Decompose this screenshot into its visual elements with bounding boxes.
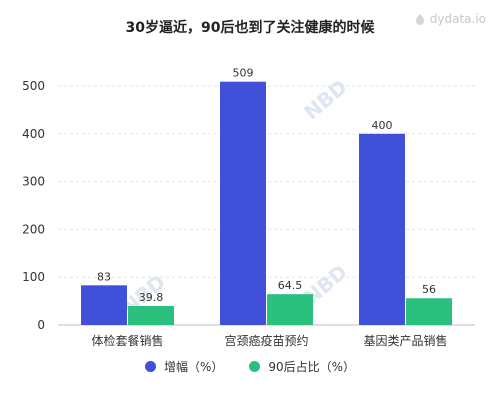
chart-title: 30岁逼近，90后也到了关注健康的时候 (125, 20, 375, 36)
gridlines (58, 85, 475, 326)
bar-increase[interactable] (81, 285, 127, 325)
nbd-stamp: NBD (299, 75, 352, 125)
y-tick-label: 500 (22, 79, 45, 93)
data-label: 509 (233, 67, 254, 80)
bars (81, 81, 452, 325)
data-labels: 83 39.8 509 64.5 400 56 (97, 67, 436, 304)
data-label: 56 (422, 283, 436, 296)
y-tick-label: 200 (22, 222, 45, 236)
legend-label-increase: 增幅（%） (163, 360, 224, 374)
bar-post90-share[interactable] (406, 298, 452, 325)
watermark: dydata.io (414, 12, 486, 26)
x-axis: 体检套餐销售 宫颈癌疫苗预约 基因类产品销售 (91, 333, 447, 348)
bar-increase[interactable] (359, 133, 405, 325)
bar-post90-share[interactable] (267, 294, 313, 325)
y-tick-label: 0 (37, 318, 45, 332)
bar-increase[interactable] (220, 81, 266, 325)
data-label: 400 (372, 119, 393, 132)
data-label: 64.5 (278, 279, 303, 292)
data-label: 39.8 (139, 291, 164, 304)
x-tick-label: 基因类产品销售 (363, 333, 447, 348)
watermark-text: dydata.io (429, 12, 486, 26)
bar-post90-share[interactable] (128, 305, 174, 325)
y-axis: 0 100 200 300 400 500 (22, 79, 45, 332)
data-label: 83 (97, 270, 111, 283)
legend-swatch-post90-share (249, 361, 261, 372)
legend-item-increase[interactable]: 增幅（%） (144, 358, 224, 375)
legend-item-post90-share[interactable]: 90后占比（%） (249, 358, 355, 375)
dydata-logo-icon (415, 14, 424, 25)
legend: 增幅（%） 90后占比（%） (0, 358, 500, 375)
x-tick-label: 宫颈癌疫苗预约 (224, 333, 308, 348)
legend-swatch-increase (144, 361, 156, 372)
legend-label-post90-share: 90后占比（%） (268, 360, 356, 374)
y-tick-label: 300 (22, 175, 45, 189)
x-tick-label: 体检套餐销售 (91, 333, 163, 348)
y-tick-label: 400 (22, 127, 45, 141)
y-tick-label: 100 (22, 270, 45, 284)
